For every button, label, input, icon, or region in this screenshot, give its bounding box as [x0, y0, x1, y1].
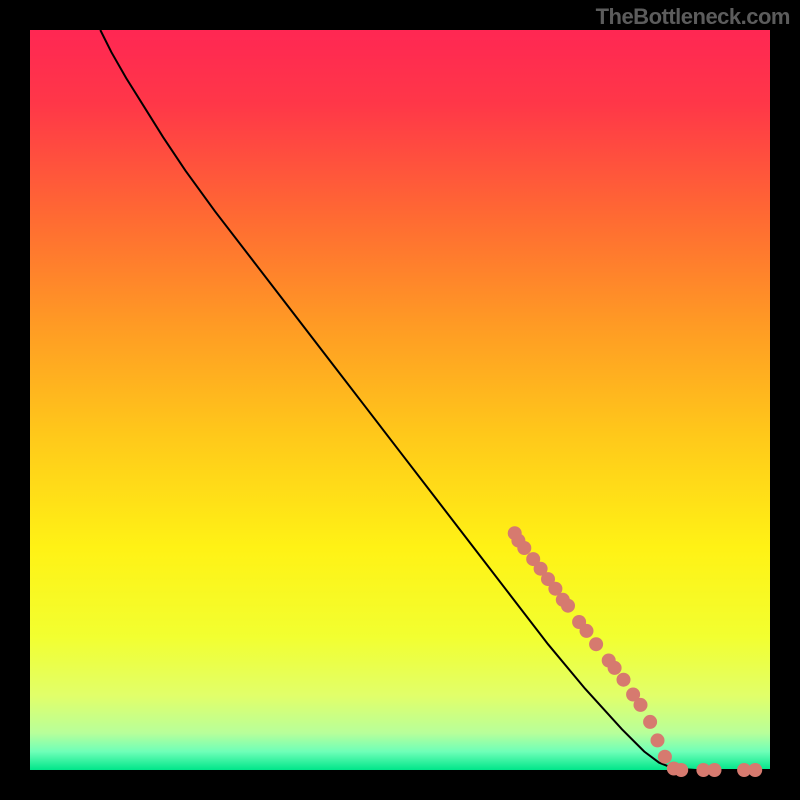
data-marker [643, 715, 657, 729]
data-marker [674, 763, 688, 777]
data-marker [617, 673, 631, 687]
data-marker [708, 763, 722, 777]
data-marker [589, 637, 603, 651]
data-marker [517, 541, 531, 555]
data-marker [748, 763, 762, 777]
plot-background [30, 30, 770, 770]
data-marker [658, 750, 672, 764]
chart-svg [0, 0, 800, 800]
data-marker [561, 599, 575, 613]
data-marker [608, 661, 622, 675]
data-marker [580, 624, 594, 638]
watermark-text: TheBottleneck.com [596, 4, 790, 30]
data-marker [651, 733, 665, 747]
chart-container: { "watermark": { "text": "TheBottleneck.… [0, 0, 800, 800]
data-marker [634, 698, 648, 712]
